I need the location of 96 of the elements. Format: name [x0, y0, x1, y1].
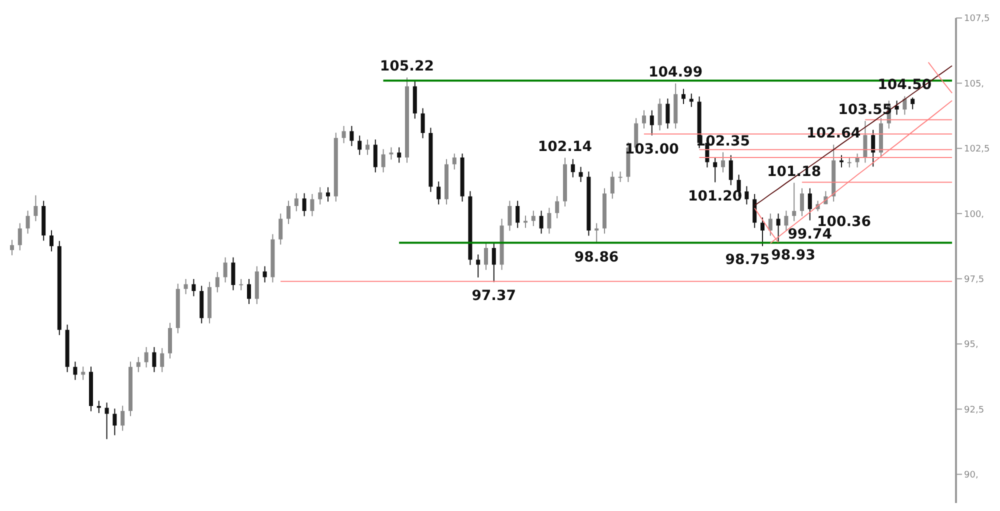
annotation: 98.93 [771, 247, 816, 264]
y-tick-label: 100, [964, 210, 984, 220]
candlestick [112, 408, 117, 436]
candlestick [50, 230, 54, 252]
candlestick [578, 166, 583, 183]
candlestick [808, 188, 812, 221]
candlestick [10, 239, 14, 256]
candlestick [476, 254, 480, 278]
candlestick [618, 171, 622, 183]
candlestick [144, 346, 148, 368]
y-tick-label: 105, [964, 79, 984, 90]
annotation: 102.14 [538, 138, 592, 155]
y-tick-label: 95, [964, 340, 978, 350]
candlestick [358, 135, 362, 156]
candlestick [768, 213, 772, 236]
annotation: 97.37 [472, 288, 516, 304]
annotation: 104.99 [648, 64, 703, 80]
annotation: 105.22 [380, 58, 434, 74]
candlestick [223, 256, 228, 283]
candlestick [728, 154, 733, 186]
candlestick [26, 210, 30, 234]
candlestick [555, 196, 560, 219]
candlestick [381, 148, 386, 173]
candlestick [902, 96, 907, 116]
candlestick [294, 192, 298, 212]
candlestick [192, 278, 196, 297]
candlestick [262, 266, 267, 283]
candlestick [34, 194, 38, 222]
candlestick [792, 182, 796, 222]
candlestick [247, 278, 251, 305]
candlestick [871, 129, 876, 168]
candlestick [539, 210, 544, 234]
candlestick [184, 278, 188, 295]
candlestick [776, 213, 780, 242]
candlestick [721, 152, 725, 173]
candlestick [286, 200, 290, 224]
candlestick [350, 125, 354, 147]
candlestick [642, 110, 646, 130]
candlestick [215, 271, 220, 293]
y-tick-label: 102,5 [964, 144, 990, 155]
candlestick [863, 120, 868, 164]
candlestick [516, 200, 520, 228]
candlestick [713, 156, 718, 183]
candlestick [658, 98, 662, 131]
candlestick [452, 153, 456, 170]
candlestick [531, 210, 536, 227]
candlestick [752, 194, 757, 228]
candlestick [366, 139, 370, 156]
annotation: 103.55 [838, 102, 892, 118]
candlestick [96, 400, 101, 414]
candlestick [302, 192, 306, 217]
candlestick [484, 242, 488, 270]
candlestick [104, 402, 109, 440]
annotation: 98.75 [725, 252, 770, 268]
annotation: 101.20 [688, 188, 742, 204]
candlestick [18, 222, 22, 251]
candlestick [847, 156, 852, 168]
candlestick [800, 188, 804, 217]
candlestick [160, 348, 164, 373]
candlestick [760, 216, 764, 247]
annotation: 99.74 [788, 226, 832, 242]
candlestick [436, 180, 441, 205]
candlestick [682, 88, 686, 105]
candlestick [389, 146, 394, 160]
candlestick [239, 278, 244, 291]
candlestick [73, 361, 78, 380]
candlestick [120, 405, 125, 432]
y-tick-label: 90, [964, 470, 978, 481]
candlestick [650, 110, 654, 136]
candlestick [508, 200, 512, 232]
candlestick [397, 146, 402, 164]
candlestick [594, 222, 599, 244]
annotation: 103.00 [624, 141, 680, 158]
candlestick [342, 125, 346, 144]
candlestick [894, 100, 899, 116]
y-tick-label: 92,5 [964, 405, 984, 416]
y-tick-label: 107,5 [964, 14, 990, 24]
candlestick [744, 186, 749, 205]
candlestick [318, 186, 322, 205]
candlestick [570, 158, 575, 178]
candlestick [373, 139, 378, 173]
candlestick [310, 194, 314, 217]
candlestick [326, 186, 330, 202]
candlestick [152, 346, 156, 373]
candlestick [547, 207, 552, 234]
annotation: 98.86 [574, 249, 619, 266]
candlestick [666, 98, 670, 130]
candlestick [492, 242, 496, 283]
candlestick [784, 210, 788, 232]
candlestick [610, 171, 614, 200]
candlestick [136, 356, 140, 373]
candlestick [231, 256, 236, 291]
candlestick [420, 108, 425, 139]
candlestick [278, 213, 283, 246]
candlestick [910, 97, 915, 110]
y-tick-label: 97,5 [964, 274, 984, 285]
